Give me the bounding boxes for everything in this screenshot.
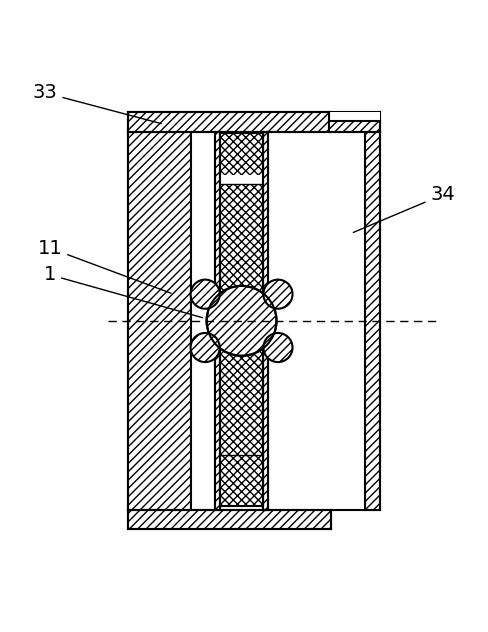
Text: 33: 33: [33, 83, 161, 124]
Text: 1: 1: [44, 265, 203, 318]
Circle shape: [264, 333, 292, 362]
Circle shape: [191, 333, 220, 362]
Polygon shape: [127, 510, 331, 530]
Text: 11: 11: [38, 238, 171, 293]
Circle shape: [206, 286, 277, 356]
Polygon shape: [366, 131, 380, 510]
Bar: [220, 294, 264, 348]
Circle shape: [191, 279, 220, 308]
Polygon shape: [215, 131, 220, 510]
Bar: [220, 348, 264, 506]
Bar: [220, 133, 264, 294]
Polygon shape: [264, 131, 268, 510]
Circle shape: [264, 279, 292, 308]
Bar: [191, 131, 366, 510]
Polygon shape: [127, 112, 380, 131]
Bar: [220, 174, 264, 185]
Polygon shape: [127, 131, 191, 510]
Bar: [329, 112, 380, 121]
Text: 34: 34: [353, 185, 455, 233]
